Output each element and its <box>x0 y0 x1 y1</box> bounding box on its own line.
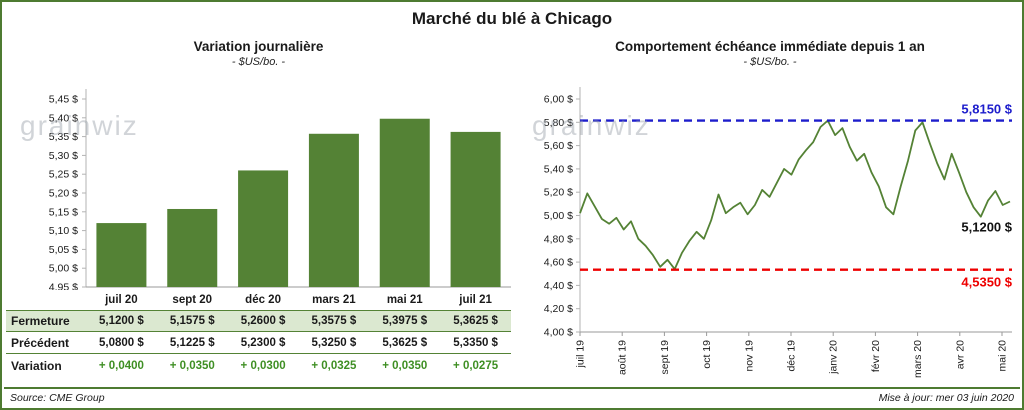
y-tick-label: 5,25 $ <box>49 169 78 181</box>
table-cell: + 0,0350 <box>169 360 215 372</box>
table-cell: + 0,0350 <box>382 360 428 372</box>
table-cell: 5,3975 $ <box>382 315 428 327</box>
y-tick-label: 5,05 $ <box>49 244 78 256</box>
table-cell: 5,1200 $ <box>99 315 144 327</box>
month-header-cell: mai 21 <box>386 294 423 306</box>
y-tick-label: 4,80 $ <box>544 233 573 245</box>
bar-chart-subtitle: - $US/bo. - <box>231 56 286 68</box>
y-tick-label: 5,45 $ <box>49 94 78 106</box>
y-tick-label: 4,20 $ <box>544 303 573 315</box>
footer-bar: Source: CME Group Mise à jour: mer 03 ju… <box>4 387 1020 406</box>
x-tick-label: déc 19 <box>786 340 798 372</box>
y-tick-label: 4,00 $ <box>544 327 573 339</box>
y-tick-label: 5,10 $ <box>49 225 78 237</box>
table-cell: 5,3625 $ <box>453 315 498 327</box>
page-title: Marché du blé à Chicago <box>411 9 613 28</box>
bar <box>96 223 147 287</box>
table-cell: 5,2300 $ <box>240 336 286 349</box>
x-tick-label: mars 20 <box>912 340 924 378</box>
bar <box>379 118 430 287</box>
prices-table: juil 20 sept 20 déc 20 mars 21 mai 21 ju… <box>6 290 511 378</box>
y-tick-label: 5,30 $ <box>49 150 78 162</box>
bar-chart-area: grainwiz 5,45 $5,40 $5,35 $5,30 $5,25 $5… <box>6 70 511 290</box>
table-cell: 5,3250 $ <box>311 336 357 349</box>
table-row-precedent: Précédent 5,0800 $ 5,1225 $ 5,2300 $ 5,3… <box>6 332 511 354</box>
line-chart-title: Comportement échéance immédiate depuis 1… <box>615 39 925 54</box>
x-tick-label: janv 20 <box>828 340 840 375</box>
y-tick-label: 5,35 $ <box>49 131 78 143</box>
month-header-cell: déc 20 <box>245 294 281 306</box>
y-tick-label: 5,80 $ <box>544 117 573 129</box>
y-tick-label: 5,20 $ <box>544 187 573 199</box>
y-tick-label: 5,40 $ <box>49 112 78 124</box>
table-cell: 5,2600 $ <box>240 315 286 327</box>
line-chart-area: grainwiz 6,00 $5,80 $5,60 $5,40 $5,20 $5… <box>518 70 1022 392</box>
row-label: Précédent <box>11 335 70 350</box>
row-label: Variation <box>11 359 62 373</box>
updated-label: Mise à jour: mer 03 juin 2020 <box>878 391 1014 404</box>
table-row-variation: Variation + 0,0400 + 0,0350 + 0,0300 + 0… <box>6 354 511 378</box>
table-cell: 5,3575 $ <box>311 315 357 327</box>
immediate-maturity-panel: Comportement échéance immédiate depuis 1… <box>518 38 1022 392</box>
table-cell: 5,3625 $ <box>382 336 428 349</box>
table-row-fermeture: Fermeture 5,1200 $ 5,1575 $ 5,2600 $ 5,3… <box>6 310 511 332</box>
x-tick-label: août 19 <box>617 340 629 375</box>
bar <box>450 131 501 287</box>
bar-chart-title: Variation journalière <box>193 39 324 54</box>
y-tick-label: 5,40 $ <box>544 163 573 175</box>
price-line <box>579 119 1011 271</box>
x-tick-label: mai 20 <box>997 340 1009 372</box>
y-tick-label: 5,60 $ <box>544 140 573 152</box>
high-line-label: 5,8150 $ <box>961 102 1012 117</box>
x-tick-label: oct 19 <box>701 340 713 369</box>
y-tick-label: 5,20 $ <box>49 188 78 200</box>
table-cell: 5,1575 $ <box>169 315 215 327</box>
table-cell: + 0,0275 <box>453 360 499 372</box>
y-tick-label: 5,00 $ <box>49 263 78 275</box>
line-chart-subtitle: - $US/bo. - <box>743 56 797 68</box>
month-header-cell: mars 21 <box>312 294 356 306</box>
bar-chart-svg: 5,45 $ 5,40 $ 5,35 $ 5,30 $ 5,25 $ 5,20 $ 5,15… <box>49 89 511 291</box>
y-tick-label: 5,00 $ <box>544 210 573 222</box>
month-header-cell: juil 21 <box>459 294 492 306</box>
table-cell: + 0,0325 <box>311 360 357 372</box>
row-label: Fermeture <box>11 314 70 328</box>
bar <box>238 170 289 287</box>
line-chart-svg: 6,00 $ 5,80 $ 5,60 $ 5,40 $ 5,20 $ 5,00 $ 4,80… <box>544 87 1013 378</box>
table-cell: 5,3350 $ <box>453 336 498 349</box>
x-tick-label: juil 19 <box>575 340 587 369</box>
daily-variation-panel: Variation journalière - $US/bo. - grainw… <box>6 38 511 378</box>
table-cell: 5,1225 $ <box>169 336 215 349</box>
low-line-label: 4,5350 $ <box>961 275 1012 290</box>
table-cell: 5,0800 $ <box>99 336 144 349</box>
month-header-cell: juil 20 <box>105 294 138 306</box>
y-tick-label: 4,40 $ <box>544 280 573 292</box>
month-header-cell: sept 20 <box>172 294 213 306</box>
y-tick-label: 5,15 $ <box>49 206 78 218</box>
last-price-label: 5,1200 $ <box>961 220 1012 235</box>
x-tick-label: févr 20 <box>870 340 882 372</box>
y-tick-label: 6,00 $ <box>544 94 573 106</box>
table-cell: + 0,0400 <box>98 360 144 372</box>
bar <box>167 208 218 287</box>
y-tick-label: 4,95 $ <box>49 282 78 291</box>
table-cell: + 0,0300 <box>240 360 286 372</box>
source-label: Source: CME Group <box>10 391 105 404</box>
table-month-header-row: juil 20 sept 20 déc 20 mars 21 mai 21 ju… <box>6 290 511 310</box>
x-tick-label: nov 19 <box>743 340 755 372</box>
x-tick-label: avr 20 <box>954 340 966 369</box>
bar <box>308 133 359 287</box>
y-tick-label: 4,60 $ <box>544 257 573 269</box>
x-tick-label: sept 19 <box>659 340 671 375</box>
